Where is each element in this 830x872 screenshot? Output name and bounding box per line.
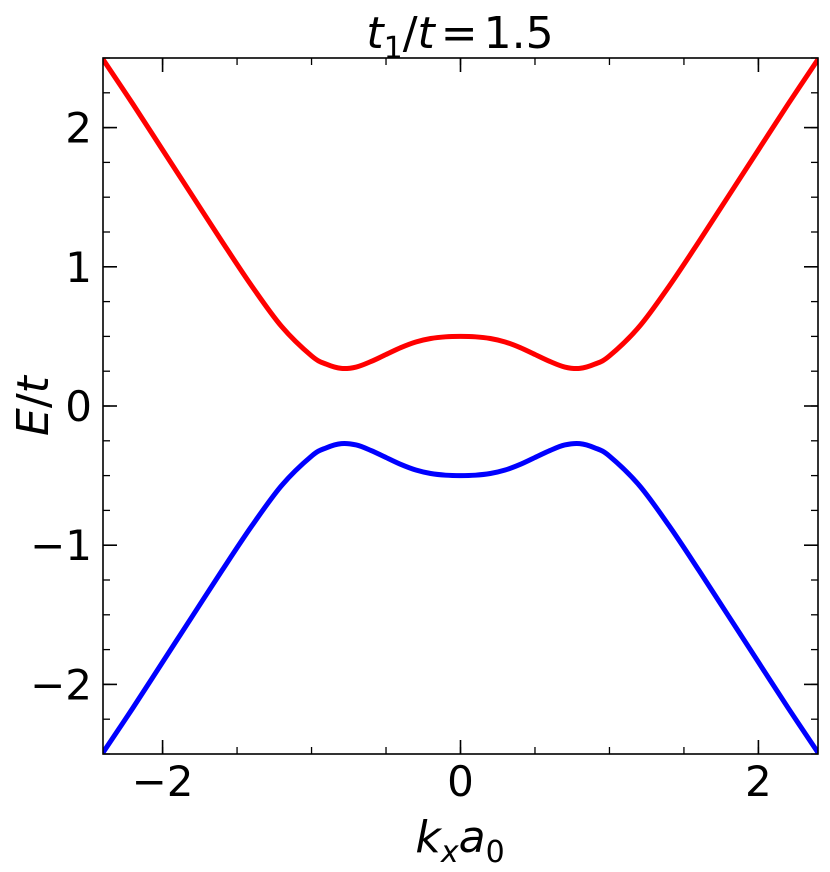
ylabel-E: E <box>8 408 59 436</box>
y-tick-label: 0 <box>65 382 92 431</box>
title-den: t <box>418 8 437 59</box>
plot-frame <box>102 57 819 755</box>
xlabel-asub: 0 <box>486 835 505 870</box>
x-tick-label: 0 <box>447 757 474 806</box>
y-tick-label: −1 <box>30 521 92 570</box>
ylabel-t: t <box>8 374 59 393</box>
y-tick-label: −2 <box>30 660 92 709</box>
x-axis-label: kxa0 <box>415 812 504 870</box>
title-sep: / <box>403 8 418 59</box>
chart-title: t1/t = 1.5 <box>366 8 553 66</box>
xlabel-ksub: x <box>440 835 459 870</box>
upper-band-line <box>103 58 818 372</box>
title-var: t <box>366 8 385 59</box>
y-tick-label: 2 <box>65 104 92 153</box>
y-axis-label: E/t <box>8 374 59 436</box>
title-eq: = <box>441 8 478 59</box>
plot-area: −2 0 2 −2 −1 0 1 2 <box>30 57 818 806</box>
y-tick-label: 1 <box>65 243 92 292</box>
x-tick-label: 2 <box>745 757 772 806</box>
xlabel-k: k <box>415 812 442 863</box>
ylabel-sep: / <box>8 393 59 408</box>
xlabel-a: a <box>459 812 486 863</box>
lower-band-line <box>103 440 818 754</box>
x-tick-label: −2 <box>132 757 194 806</box>
title-value: 1.5 <box>484 8 554 59</box>
